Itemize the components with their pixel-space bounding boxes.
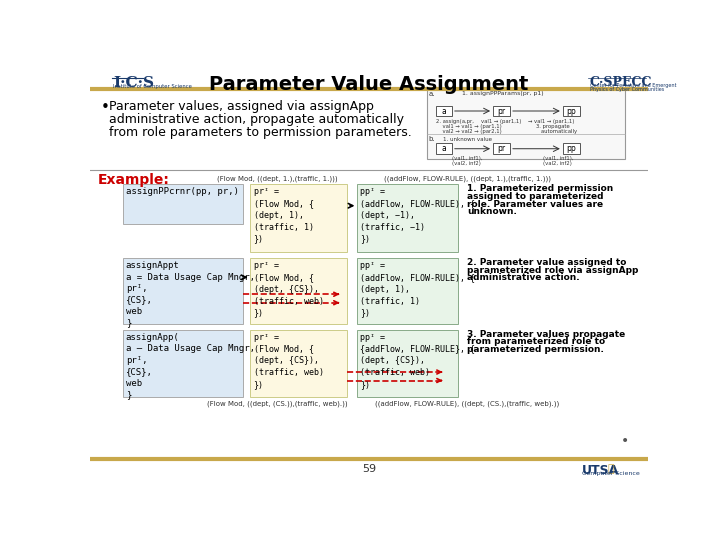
FancyBboxPatch shape [122,258,243,323]
FancyBboxPatch shape [427,90,625,159]
Text: parameterized permission.: parameterized permission. [467,345,604,354]
Text: Physics of Cyber Communities: Physics of Cyber Communities [590,87,664,92]
Text: from parameterized role to: from parameterized role to [467,338,606,346]
FancyBboxPatch shape [122,330,243,397]
Text: •: • [621,434,629,448]
Text: assigned to parameterized: assigned to parameterized [467,192,604,201]
Text: 3. propagate: 3. propagate [536,124,570,129]
Text: 3. Parameter values propagate: 3. Parameter values propagate [467,330,626,339]
FancyBboxPatch shape [251,184,347,252]
Text: ((addFlow, FLOW-RULE), ((dept, 1.),(traffic, 1.))): ((addFlow, FLOW-RULE), ((dept, 1.),(traf… [384,176,551,182]
Text: 1. unknown value: 1. unknown value [443,137,492,142]
Text: administrative action.: administrative action. [467,273,580,282]
FancyBboxPatch shape [251,258,347,323]
Text: (val1, inf1),: (val1, inf1), [452,157,482,161]
FancyBboxPatch shape [122,184,243,224]
FancyBboxPatch shape [493,106,510,117]
FancyBboxPatch shape [251,330,347,397]
FancyBboxPatch shape [563,143,580,154]
Text: I·C·S: I·C·S [113,76,154,90]
Text: (val2, inf2): (val2, inf2) [452,161,481,166]
Text: Parameter Value Assignment: Parameter Value Assignment [210,75,528,94]
Text: Example:: Example: [98,173,170,187]
Text: ((addFlow, FLOW-RULE), ((dept, (CS.),(traffic, web).)): ((addFlow, FLOW-RULE), ((dept, (CS.),(tr… [375,401,559,407]
FancyBboxPatch shape [493,143,510,154]
Text: C·SPECC: C·SPECC [590,76,652,89]
Text: UTSA: UTSA [582,464,619,477]
Text: a.: a. [428,91,435,97]
Text: pr: pr [498,144,505,153]
Text: 59: 59 [362,464,376,474]
FancyBboxPatch shape [436,143,452,154]
Text: ppᴵ =
(addFlow, FLOW-RULE), {
(dept, 1),
(traffic, 1)
}): ppᴵ = (addFlow, FLOW-RULE), { (dept, 1),… [361,261,475,318]
Text: 1. Parameterized permission: 1. Parameterized permission [467,184,613,193]
Text: (Flow Mod, ((dept, 1.),(traffic, 1.))): (Flow Mod, ((dept, 1.),(traffic, 1.))) [217,176,338,182]
Text: val1 → (par1,1): val1 → (par1,1) [482,119,522,124]
Text: Computer Science: Computer Science [582,471,640,476]
Text: → val1 → (par1,1): → val1 → (par1,1) [528,119,575,124]
Text: a: a [442,106,446,116]
Text: (val1, inf1),: (val1, inf1), [544,157,574,161]
Text: 2. Parameter value assigned to: 2. Parameter value assigned to [467,258,627,267]
Text: automatically: automatically [536,130,577,134]
Text: •: • [101,100,109,115]
FancyBboxPatch shape [357,184,458,252]
Text: 🐾: 🐾 [608,464,614,474]
Text: a: a [442,144,446,153]
FancyBboxPatch shape [436,106,452,117]
Text: 1. assignPPParams(pr, p1): 1. assignPPParams(pr, p1) [462,91,544,96]
Text: role. Parameter values are: role. Parameter values are [467,200,603,208]
Text: val2 → val2 → (par2,1): val2 → val2 → (par2,1) [436,130,502,134]
Text: from role parameters to permission parameters.: from role parameters to permission param… [109,126,411,139]
Text: parameterized role via assignApp: parameterized role via assignApp [467,266,639,275]
Text: (Flow Mod, ((dept, (CS.)),(traffic, web).)): (Flow Mod, ((dept, (CS.)),(traffic, web)… [207,401,348,407]
Text: pp: pp [567,106,576,116]
Text: pr: pr [498,106,505,116]
FancyBboxPatch shape [563,106,580,117]
Text: ppᴵ =
{addFlow, FLOW-RULE}, {
(dept, {CS}),
(traffic, web)
}): ppᴵ = {addFlow, FLOW-RULE}, { (dept, {CS… [361,333,475,389]
Text: b.: b. [428,136,436,141]
Text: prᴵ =
(Flow Mod, {
(dept, 1),
(traffic, 1)
}): prᴵ = (Flow Mod, { (dept, 1), (traffic, … [253,187,313,244]
Text: pp: pp [567,144,576,153]
Text: val1 → val1 → (par1,1): val1 → val1 → (par1,1) [436,124,502,129]
Text: assignApp(
a – Data Usage Cap Mngr,
prᴵ,
{CS},
web
}: assignApp( a – Data Usage Cap Mngr, prᴵ,… [126,333,255,399]
FancyBboxPatch shape [357,258,458,323]
Text: assignPPcrnr(pp, pr,): assignPPcrnr(pp, pr,) [126,187,238,196]
Text: Parameter values, assigned via assignApp: Parameter values, assigned via assignApp [109,100,374,113]
Text: ppᴵ =
(addFlow, FLOW-RULE), {
(dept, −1),
(traffic, −1)
}): ppᴵ = (addFlow, FLOW-RULE), { (dept, −1)… [361,187,475,244]
Text: administrative action, propagate automatically: administrative action, propagate automat… [109,113,404,126]
Text: Institute of Computer Science: Institute of Computer Science [113,84,192,89]
FancyBboxPatch shape [357,330,458,397]
Text: unknown.: unknown. [467,207,517,216]
Text: prᴵ =
(Flow Mod, {
(dept, {CS}),
(traffic, web)
}): prᴵ = (Flow Mod, { (dept, {CS}), (traffi… [253,261,323,318]
Text: Center for Pervasive and Emergent: Center for Pervasive and Emergent [590,83,676,88]
Text: assignAppt
a = Data Usage Cap Mngr,
prᴵ,
{CS},
web
}: assignAppt a = Data Usage Cap Mngr, prᴵ,… [126,261,255,327]
Text: prᴵ =
(Flow Mod, {
(dept, {CS}),
(traffic, web)
}): prᴵ = (Flow Mod, { (dept, {CS}), (traffi… [253,333,323,389]
Text: 2. assign(a,pr,: 2. assign(a,pr, [436,119,474,124]
Text: (val2, inf2): (val2, inf2) [544,161,572,166]
